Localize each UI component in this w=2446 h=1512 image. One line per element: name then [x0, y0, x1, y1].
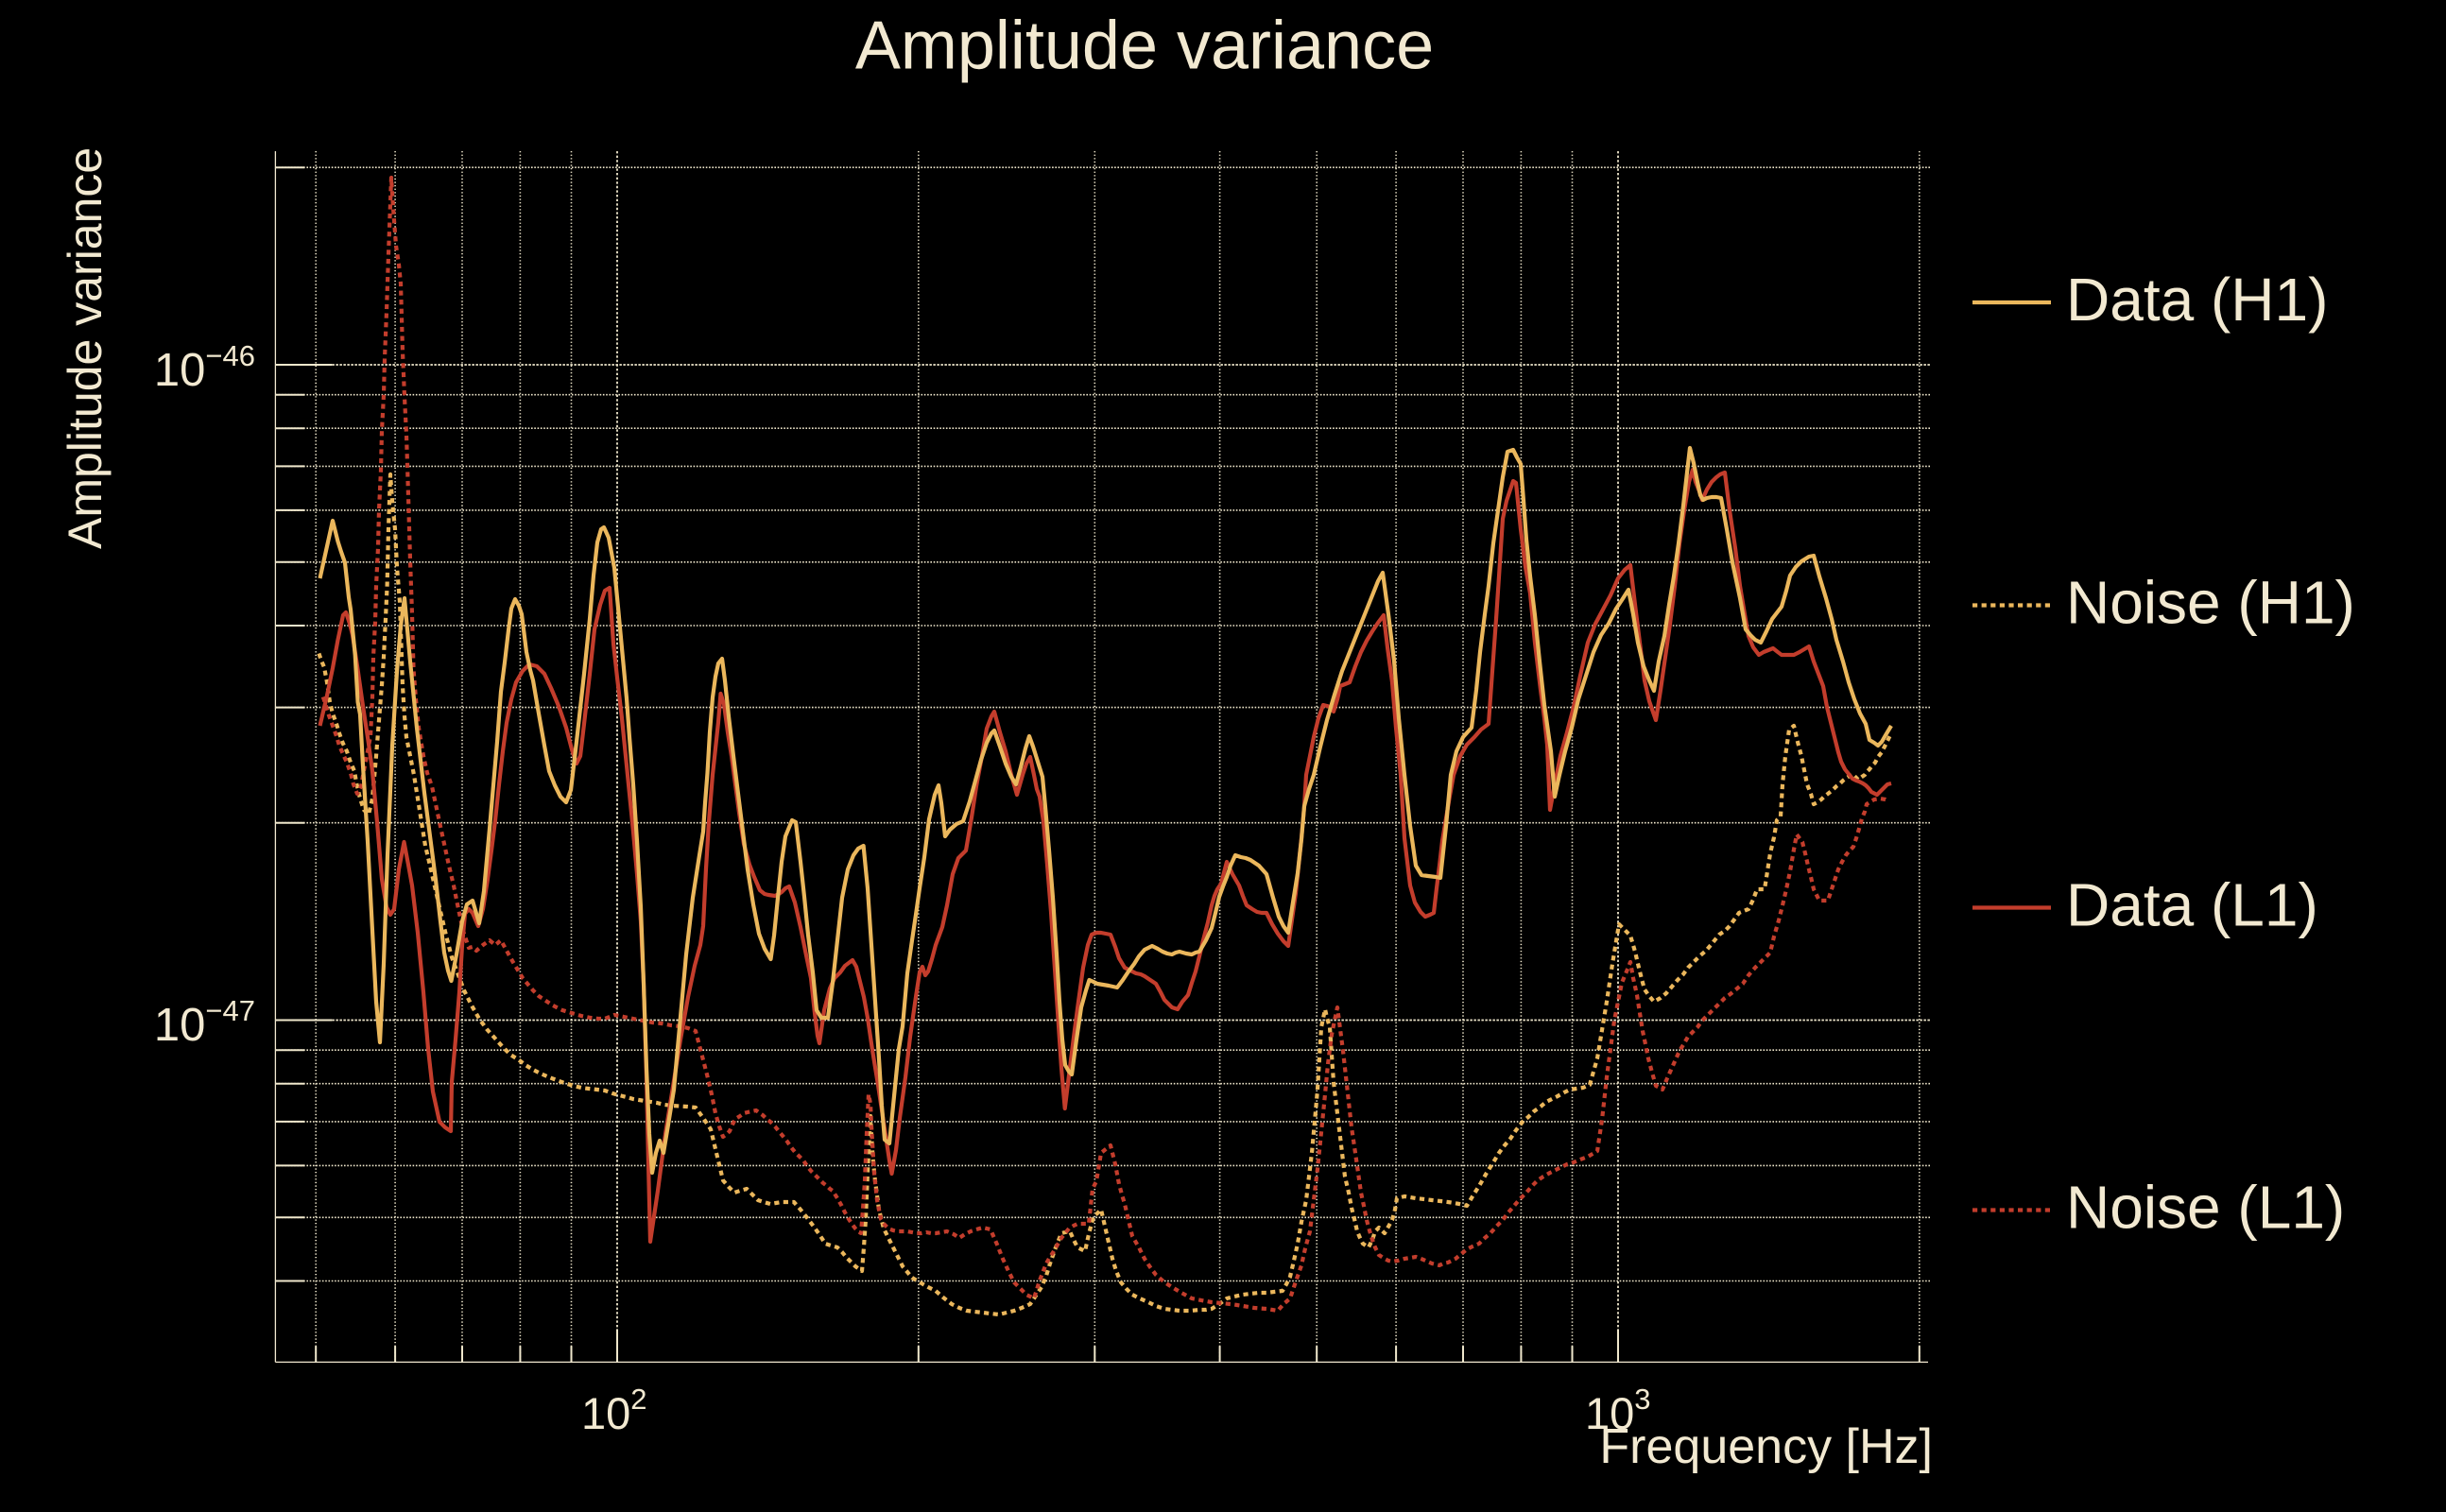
- svg-text:Noise (L1): Noise (L1): [2066, 1174, 2345, 1242]
- svg-text:Noise (H1): Noise (H1): [2066, 569, 2355, 637]
- svg-text:Amplitude variance: Amplitude variance: [59, 147, 112, 549]
- svg-text:Data (L1): Data (L1): [2066, 871, 2318, 939]
- svg-text:Data (H1): Data (H1): [2066, 266, 2328, 334]
- svg-text:Amplitude variance: Amplitude variance: [855, 9, 1434, 84]
- svg-text:Frequency [Hz]: Frequency [Hz]: [1599, 1419, 1933, 1474]
